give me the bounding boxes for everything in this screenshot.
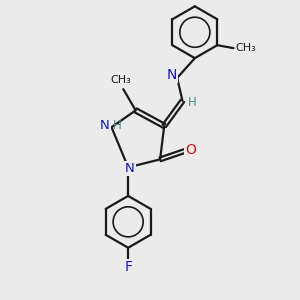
Text: N: N [125,162,134,175]
Text: N: N [167,68,177,82]
Text: F: F [124,260,132,274]
Text: O: O [185,143,196,157]
Text: N: N [100,119,110,132]
Text: CH₃: CH₃ [111,75,131,85]
Text: H: H [113,119,122,132]
Text: CH₃: CH₃ [236,43,256,53]
Text: H: H [188,96,197,109]
